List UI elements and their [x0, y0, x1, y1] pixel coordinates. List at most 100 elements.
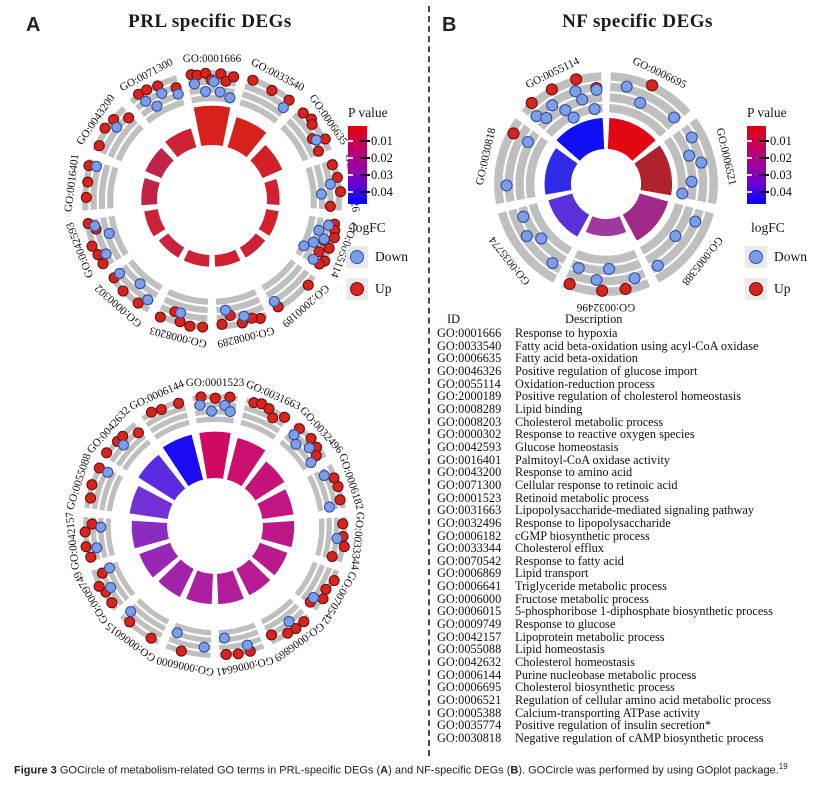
- pvalue-bar: [607, 117, 656, 161]
- scatter-track: [322, 517, 332, 559]
- gene-dot: [132, 427, 144, 439]
- go-term-row: GO:0071300 Cellular response to retinoic …: [437, 479, 819, 492]
- pvalue-tick: 0.01: [770, 133, 792, 148]
- go-description: Response to reactive oxygen species: [515, 427, 695, 442]
- gene-dot: [224, 391, 236, 403]
- pvalue-colorbar: 0.01 0.02 0.03 0.04: [745, 126, 822, 206]
- gene-dot: [175, 307, 187, 319]
- gene-dot: [194, 399, 206, 411]
- gene-dot: [268, 295, 280, 307]
- go-term-row: GO:0001523 Retinoid metabolic process: [437, 491, 819, 505]
- gene-dot: [695, 156, 708, 169]
- go-id: GO:2000189: [437, 389, 502, 404]
- scatter-track: [218, 622, 256, 636]
- go-segment: GO:0001666: [183, 53, 242, 147]
- scatter-track: [100, 112, 133, 155]
- gene-dot: [685, 175, 698, 188]
- gene-dot: [646, 79, 659, 92]
- go-segment: GO:0055114: [258, 209, 360, 280]
- gene-dot: [123, 112, 135, 124]
- gene-dot: [668, 111, 681, 124]
- gene-dot: [334, 186, 347, 198]
- go-term-row: GO:0042632 Cholesterol homeostasis: [437, 656, 819, 669]
- gene-dot: [290, 623, 302, 635]
- gene-dot: [305, 432, 317, 444]
- gene-dot: [288, 429, 300, 441]
- id-column-header: ID: [447, 312, 460, 326]
- gene-dot: [305, 457, 317, 469]
- gene-dot: [214, 86, 226, 98]
- pvalue-bar: [250, 145, 283, 179]
- gene-dot: [313, 224, 325, 236]
- scatter-track: [689, 118, 718, 205]
- gene-dot: [588, 103, 601, 116]
- scatter-track: [106, 474, 124, 512]
- go-term-table: ID Description GO:0001666 Response to hyp…: [437, 312, 819, 745]
- gene-dot: [303, 442, 315, 454]
- gene-dot: [85, 551, 97, 563]
- go-term-row: GO:0008289 Lipid binding: [437, 403, 819, 416]
- pvalue-bar: [244, 461, 285, 501]
- gene-dot: [173, 397, 185, 409]
- go-id: GO:0046326: [437, 363, 502, 378]
- go-id: GO:0071300: [437, 477, 502, 492]
- scatter-track: [294, 561, 318, 597]
- down-dot-icon: [350, 250, 364, 264]
- gene-dot: [326, 550, 338, 563]
- gene-dot: [241, 639, 253, 651]
- gene-dot: [628, 272, 641, 285]
- go-term-row: GO:0006869 Lipid transport: [437, 567, 819, 580]
- go-term-row: GO:0042593 Glucose homeostasis: [437, 441, 819, 454]
- gene-dot: [569, 85, 582, 98]
- go-id: GO:0006641: [437, 579, 502, 594]
- scatter-track: [269, 269, 310, 306]
- gene-dot: [91, 542, 103, 554]
- scatter-track: [263, 603, 300, 632]
- go-term-row: GO:0031663 Lipopolysaccharide-mediated si…: [437, 504, 819, 517]
- scatter-track: [518, 205, 568, 264]
- go-term-row: GO:0000302 Response to reactive oxygen sp…: [437, 428, 819, 441]
- go-term-label: GO:0016401: [63, 153, 82, 212]
- go-description: Cholesterol efflux: [515, 541, 604, 556]
- gene-dot: [323, 242, 335, 254]
- scatter-track: [215, 289, 258, 305]
- pvalue-bar: [544, 148, 578, 195]
- gene-dot: [307, 253, 319, 265]
- pvalue-bar: [139, 542, 179, 578]
- pvalue-bar: [199, 431, 231, 479]
- gene-dot: [540, 111, 553, 125]
- go-description: Positive regulation of cholesterol homeo…: [515, 389, 742, 404]
- pvalue-bar: [144, 209, 166, 237]
- gene-dot: [79, 526, 91, 538]
- gene-dot: [669, 230, 682, 243]
- gene-dot: [218, 632, 230, 644]
- scatter-track: [508, 208, 563, 274]
- scatter-track: [219, 636, 262, 651]
- go-description: Response to lipopolysaccharide: [515, 515, 671, 530]
- scatter-track: [105, 518, 115, 557]
- go-segment: GO:0005388: [622, 193, 725, 288]
- pvalue-tick: 0.01: [371, 133, 393, 148]
- go-description: Fatty acid beta-oxidation using acyl-CoA…: [515, 338, 759, 353]
- gene-dot: [224, 92, 236, 104]
- gene-dot: [232, 648, 244, 660]
- gene-dot: [332, 481, 344, 493]
- gene-dot: [337, 518, 349, 530]
- scatter-track: [313, 471, 331, 511]
- pvalue-gradient-bar: [348, 126, 367, 204]
- scatter-track: [574, 249, 638, 265]
- go-term-row: GO:0033540 Fatty acid beta-oxidation usin…: [437, 338, 819, 353]
- pvalue-tick: 0.04: [371, 184, 393, 199]
- gene-dot: [603, 262, 616, 276]
- up-label: Up: [774, 281, 791, 296]
- gene-dot: [220, 648, 232, 660]
- scatter-track: [174, 622, 212, 636]
- gene-dot: [238, 310, 250, 322]
- go-id: GO:0070542: [437, 553, 502, 568]
- go-id: GO:0006015: [437, 604, 502, 619]
- go-term-row: GO:0001666 Response to hypoxia: [437, 327, 819, 340]
- gene-dot: [200, 85, 212, 98]
- gene-dot: [208, 76, 220, 88]
- go-term-label: GO:0001666: [183, 53, 242, 65]
